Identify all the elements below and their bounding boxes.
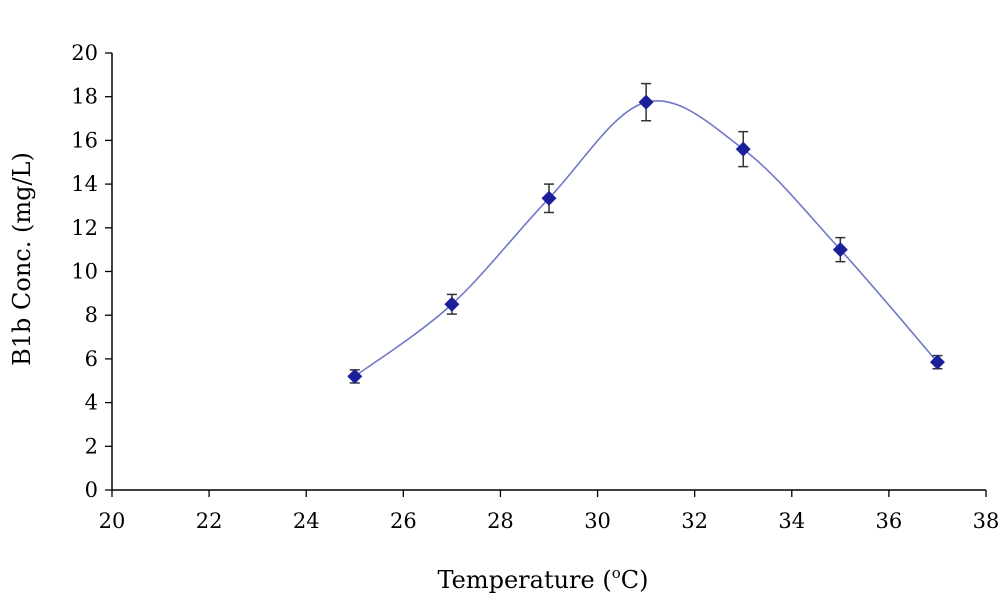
x-tick-label: 38 [973,509,1000,533]
x-ticks: 20 22 24 26 28 30 32 34 36 38 [99,490,1000,533]
x-axis-title-sup: o [612,564,621,582]
axes [111,53,986,491]
error-bars [349,82,943,384]
x-axis-title: Temperature (oC) [438,564,649,594]
y-tick-label: 4 [85,391,98,415]
y-tick-label: 14 [71,172,98,196]
x-axis-title-main: Temperature ( [438,566,612,594]
y-tick-label: 0 [85,478,98,502]
x-tick-label: 34 [778,509,805,533]
y-tick-label: 16 [71,128,98,152]
x-axis-title-suffix: C) [621,566,649,594]
x-tick-label: 24 [293,509,320,533]
data-points [347,94,945,384]
y-tick-label: 18 [71,85,98,109]
y-tick-label: 12 [71,216,98,240]
data-point [832,242,848,258]
data-point [929,354,945,370]
y-tick-label: 20 [71,41,98,65]
x-tick-label: 22 [196,509,223,533]
y-tick-label: 6 [85,347,98,371]
data-point [444,296,460,312]
y-tick-label: 8 [85,303,98,327]
fitted-curve [354,100,939,378]
data-point [347,368,363,384]
y-tick-label: 2 [85,434,98,458]
data-point [638,94,654,110]
x-tick-label: 26 [390,509,417,533]
x-tick-label: 36 [876,509,903,533]
x-tick-label: 32 [681,509,708,533]
y-axis-title: B1b Conc. (mg/L) [8,152,36,366]
x-tick-label: 28 [487,509,514,533]
x-tick-label: 20 [99,509,126,533]
x-tick-label: 30 [584,509,611,533]
data-point [541,190,557,206]
y-tick-label: 10 [71,260,98,284]
y-ticks: 0 2 4 6 8 10 12 14 16 18 20 [71,41,112,502]
data-point [735,141,751,157]
